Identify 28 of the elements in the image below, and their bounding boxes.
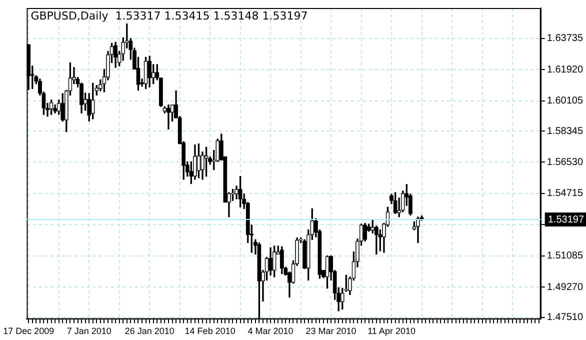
x-tick-label: 4 Mar 2010 [248, 326, 294, 336]
candlestick [166, 104, 171, 130]
x-tick-label: 11 Apr 2010 [368, 326, 416, 336]
x-tick-label: 14 Feb 2010 [184, 326, 236, 336]
x-tick-label: 26 Jan 2010 [124, 326, 174, 336]
y-tick-label: 1.63735 [546, 33, 584, 44]
candlestick [196, 144, 201, 178]
y-tick-label: 1.47510 [546, 312, 584, 324]
chart-title: GBPUSD,Daily 1.53317 1.53415 1.53148 1.53197 [30, 9, 308, 22]
x-tick-label: 17 Dec 2009 [3, 326, 54, 336]
y-tick-label: 1.56530 [546, 156, 584, 168]
x-tick-label: 7 Jan 2010 [66, 326, 112, 336]
candlestick [204, 146, 208, 177]
y-tick-label: 1.54715 [546, 188, 584, 200]
y-tick-label: 1.58345 [546, 126, 584, 137]
candlestick [325, 255, 330, 289]
candlestick [162, 106, 167, 114]
ref-line-label: 1.53197 [548, 214, 584, 226]
y-tick-label: 1.51085 [546, 250, 584, 262]
candlestick [144, 56, 148, 89]
y-tick-label: 1.60105 [546, 96, 584, 107]
candlestick [230, 188, 235, 201]
y-tick-label: 1.49270 [546, 282, 584, 293]
candlestick [49, 100, 54, 115]
candlestick [238, 176, 242, 208]
y-tick-label: 1.61920 [546, 64, 584, 76]
x-tick-label: 23 Mar 2010 [306, 326, 356, 336]
candlestick [393, 192, 398, 214]
